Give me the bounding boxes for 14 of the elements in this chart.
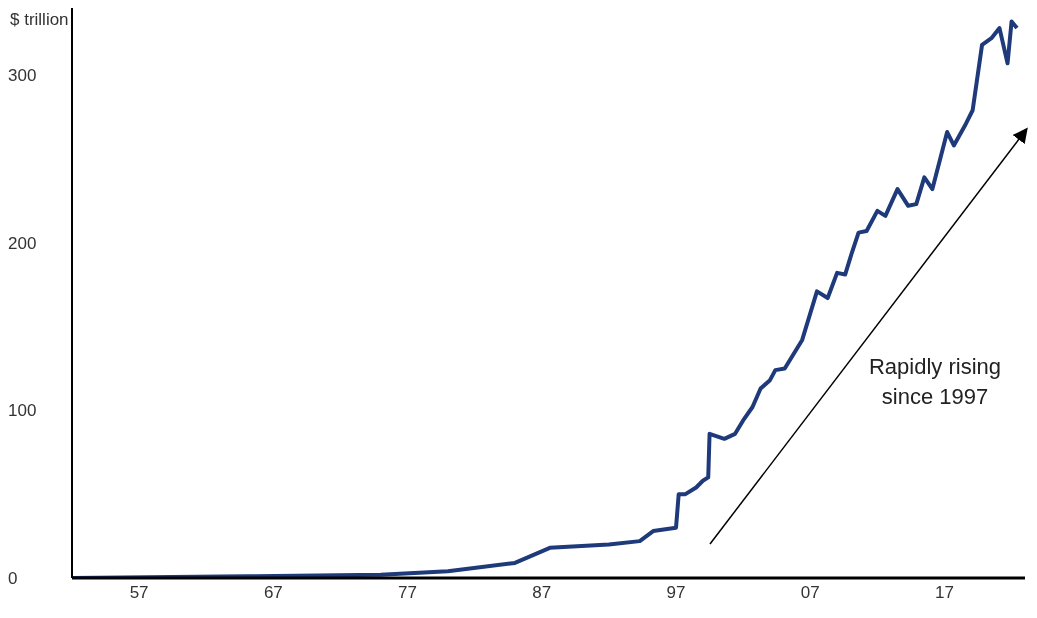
line-series	[72, 19, 1019, 578]
x-tick-label: 77	[398, 583, 418, 603]
x-tick-label: 97	[666, 583, 686, 603]
x-tick-label: 67	[263, 583, 283, 603]
annotation: Rapidly rising since 1997	[867, 353, 1003, 411]
x-tick-label: 07	[800, 583, 820, 603]
y-tick-label: 300	[8, 66, 37, 86]
y-tick-label: 0	[8, 569, 18, 588]
y-tick-label: 200	[8, 233, 37, 253]
y-tick-label: 100	[8, 401, 37, 421]
y-axis-title: $ trillion	[10, 10, 69, 30]
x-tick-label: 17	[935, 583, 954, 603]
x-tick-label: 57	[129, 583, 149, 603]
x-tick-label: 87	[532, 583, 552, 603]
